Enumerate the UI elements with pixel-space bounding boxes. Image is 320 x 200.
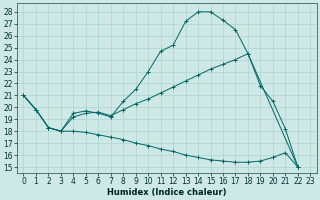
- X-axis label: Humidex (Indice chaleur): Humidex (Indice chaleur): [107, 188, 227, 197]
